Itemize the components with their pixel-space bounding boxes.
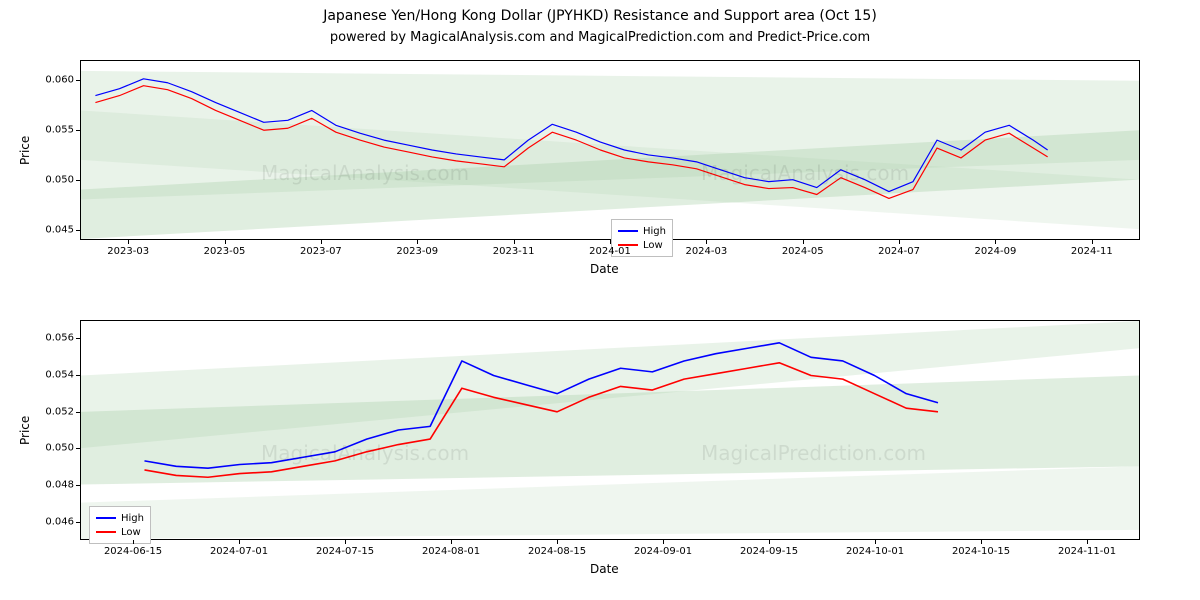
xtick: [557, 540, 558, 544]
xtick: [128, 240, 129, 244]
xtick: [345, 540, 346, 544]
ytick-label: 0.055: [24, 125, 74, 136]
ylabel: Price: [18, 416, 32, 445]
legend: High Low: [89, 506, 151, 544]
ytick-label: 0.056: [24, 333, 74, 344]
xtick-label: 2024-09-01: [634, 546, 692, 557]
chart-subtitle: powered by MagicalAnalysis.com and Magic…: [0, 30, 1200, 45]
ytick: [76, 375, 80, 376]
figure: Japanese Yen/Hong Kong Dollar (JPYHKD) R…: [0, 0, 1200, 600]
xtick: [514, 240, 515, 244]
xtick: [321, 240, 322, 244]
ytick: [76, 80, 80, 81]
xtick: [875, 540, 876, 544]
xtick-label: 2024-08-01: [422, 546, 480, 557]
xtick-label: 2024-09: [975, 246, 1017, 257]
xtick: [239, 540, 240, 544]
xtick-label: 2024-07: [878, 246, 920, 257]
xlabel: Date: [590, 262, 619, 276]
xtick-label: 2024-06-15: [104, 546, 162, 557]
legend-label: Low: [643, 240, 663, 251]
xtick: [1092, 240, 1093, 244]
ytick: [76, 485, 80, 486]
xtick: [1087, 540, 1088, 544]
xtick-label: 2024-11: [1071, 246, 1113, 257]
xtick-label: 2023-11: [493, 246, 535, 257]
legend-swatch: [96, 517, 116, 519]
ytick-label: 0.060: [24, 75, 74, 86]
xtick-label: 2023-09: [396, 246, 438, 257]
xtick: [803, 240, 804, 244]
legend-item: High: [96, 511, 144, 525]
plot-area-top: [81, 61, 1139, 239]
xlabel: Date: [590, 562, 619, 576]
xtick-label: 2024-10-01: [846, 546, 904, 557]
ytick: [76, 338, 80, 339]
ytick-label: 0.045: [24, 225, 74, 236]
ytick: [76, 522, 80, 523]
xtick-label: 2023-05: [204, 246, 246, 257]
xtick: [133, 540, 134, 544]
axes-top: MagicalAnalysis.comMagicalAnalysis.comHi…: [80, 60, 1140, 240]
xtick: [981, 540, 982, 544]
chart-title: Japanese Yen/Hong Kong Dollar (JPYHKD) R…: [0, 8, 1200, 24]
xtick: [663, 540, 664, 544]
ytick: [76, 412, 80, 413]
xtick: [995, 240, 996, 244]
legend-swatch: [96, 531, 116, 533]
xtick-label: 2024-07-01: [210, 546, 268, 557]
xtick: [417, 240, 418, 244]
ytick-label: 0.048: [24, 480, 74, 491]
ytick-label: 0.050: [24, 175, 74, 186]
xtick-label: 2024-11-01: [1058, 546, 1116, 557]
ylabel: Price: [18, 136, 32, 165]
xtick-label: 2024-01: [589, 246, 631, 257]
ytick: [76, 130, 80, 131]
xtick: [610, 240, 611, 244]
xtick: [899, 240, 900, 244]
xtick-label: 2024-10-15: [952, 546, 1010, 557]
xtick-label: 2024-07-15: [316, 546, 374, 557]
legend-item: Low: [96, 525, 144, 539]
legend-label: High: [121, 513, 144, 524]
xtick-label: 2024-03: [685, 246, 727, 257]
xtick-label: 2024-05: [782, 246, 824, 257]
legend-label: Low: [121, 527, 141, 538]
legend-item: High: [618, 224, 666, 238]
xtick-label: 2024-09-15: [740, 546, 798, 557]
ytick: [76, 230, 80, 231]
ytick-label: 0.046: [24, 516, 74, 527]
plot-area-bottom: [81, 321, 1139, 539]
xtick-label: 2023-03: [107, 246, 149, 257]
xtick: [769, 540, 770, 544]
xtick-label: 2023-07: [300, 246, 342, 257]
ytick: [76, 180, 80, 181]
xtick: [451, 540, 452, 544]
ytick-label: 0.054: [24, 370, 74, 381]
legend-label: High: [643, 226, 666, 237]
axes-bottom: MagicalAnalysis.comMagicalPrediction.com…: [80, 320, 1140, 540]
xtick: [225, 240, 226, 244]
legend-swatch: [618, 230, 638, 232]
xtick-label: 2024-08-15: [528, 546, 586, 557]
ytick: [76, 448, 80, 449]
xtick: [706, 240, 707, 244]
